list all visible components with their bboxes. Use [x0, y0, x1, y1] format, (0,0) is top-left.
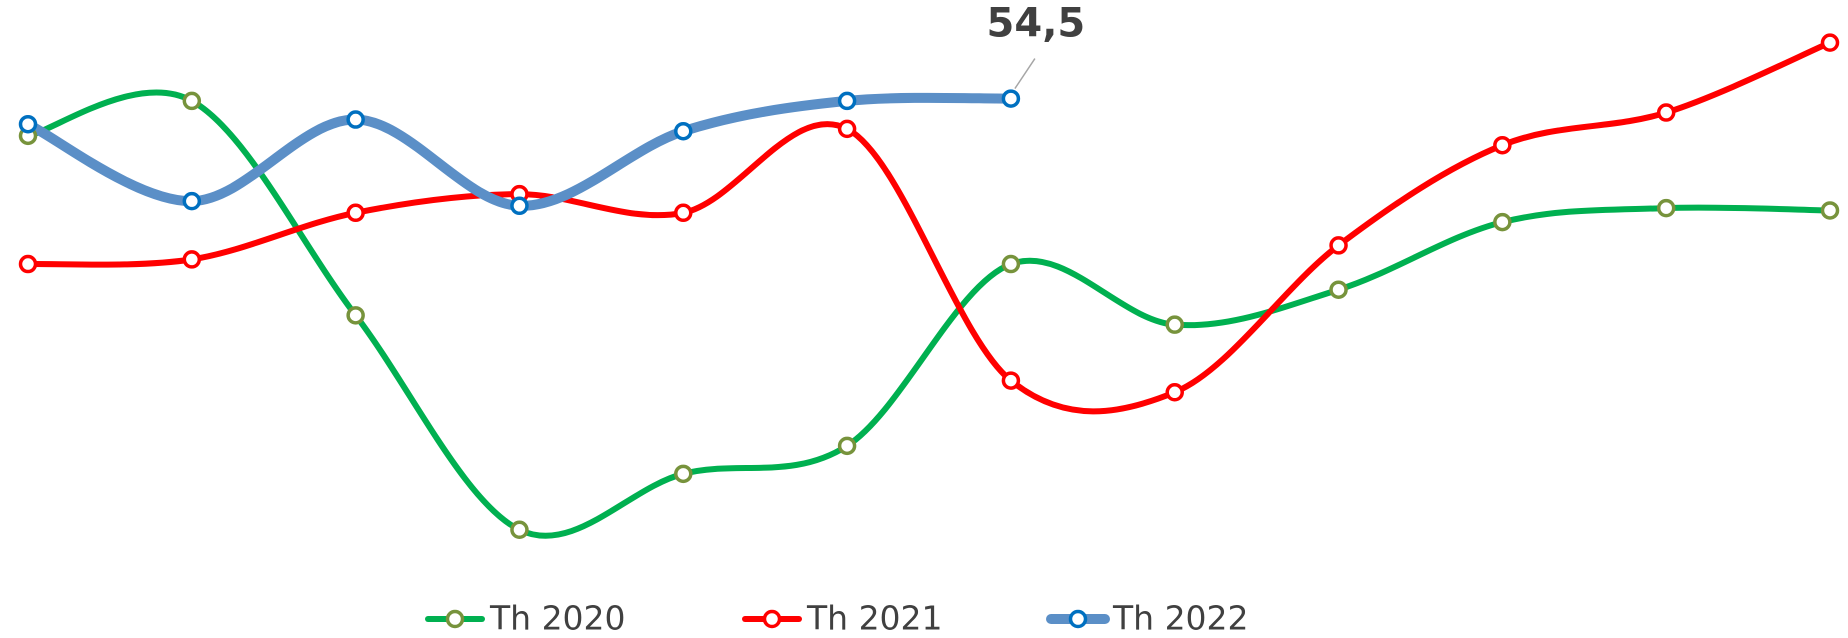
point-marker [18, 114, 38, 134]
point-marker [1165, 383, 1184, 402]
point-marker [1656, 198, 1676, 218]
legend-item: Th 2021 [742, 599, 943, 638]
point-marker [1820, 201, 1840, 220]
legend-label: Th 2020 [489, 599, 626, 638]
point-marker [346, 306, 365, 325]
point-marker [182, 91, 202, 111]
legend-label: Th 2022 [1112, 599, 1249, 638]
point-marker [510, 520, 529, 540]
point-marker [1001, 371, 1021, 390]
legend-item: Th 2022 [1046, 599, 1249, 638]
point-marker [1493, 212, 1512, 232]
point-marker [182, 191, 202, 211]
point-marker [674, 203, 693, 223]
legend-marker [445, 609, 465, 629]
legend-item: Th 2020 [425, 599, 626, 638]
point-marker [1329, 280, 1348, 299]
point-marker [182, 250, 202, 269]
point-marker [1001, 89, 1021, 108]
point-marker [1656, 103, 1676, 122]
legend-marker [762, 609, 782, 629]
point-marker [1165, 315, 1184, 334]
label-leader [1014, 58, 1036, 89]
point-marker [1820, 33, 1840, 52]
point-marker [1001, 254, 1021, 274]
point-marker [837, 436, 857, 456]
point-marker [1493, 135, 1512, 155]
point-marker [346, 110, 365, 129]
point-marker [837, 91, 857, 111]
point-marker [346, 203, 365, 223]
legend-label: Th 2021 [806, 599, 943, 638]
point-marker [674, 121, 693, 141]
legend-marker [1068, 609, 1088, 629]
point-marker [1329, 236, 1348, 255]
point-marker [837, 119, 857, 139]
point-marker [674, 464, 693, 484]
point-marker [18, 254, 38, 274]
point-marker [510, 196, 529, 216]
data-label: 54,5 [987, 1, 1086, 47]
series-line [25, 89, 1833, 539]
